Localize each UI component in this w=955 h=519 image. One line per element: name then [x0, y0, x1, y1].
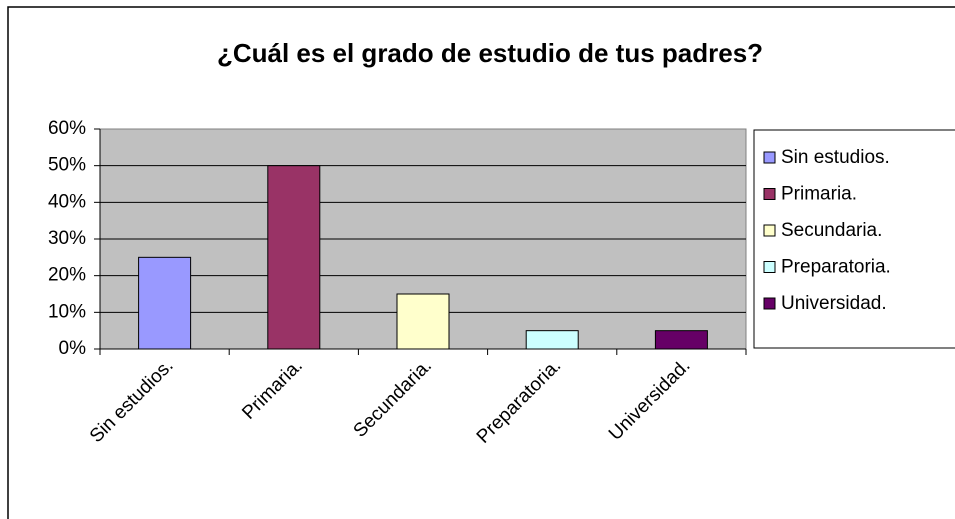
legend-label: Sin estudios. — [781, 147, 890, 168]
bar — [138, 256, 192, 350]
y-tick-label: 30% — [48, 228, 86, 249]
bar — [525, 330, 579, 350]
legend-swatch — [763, 224, 776, 237]
y-tick-label: 40% — [48, 191, 86, 212]
legend-swatch — [763, 188, 776, 200]
y-tick-label: 10% — [48, 301, 86, 322]
bar — [396, 293, 450, 350]
y-tick-label: 60% — [48, 118, 86, 139]
bar — [267, 165, 321, 350]
legend-label: Preparatoria. — [781, 257, 891, 278]
bar — [654, 330, 708, 350]
y-tick-label: 0% — [59, 338, 87, 359]
legend-label: Universidad. — [781, 293, 887, 314]
legend — [753, 129, 955, 349]
legend-swatch — [763, 151, 776, 164]
legend-label: Primaria. — [781, 184, 857, 205]
legend-label: Secundaria. — [781, 220, 882, 241]
legend-swatch — [763, 297, 776, 310]
y-tick-label: 20% — [48, 265, 86, 286]
y-tick-label: 50% — [48, 155, 86, 176]
legend-swatch — [763, 261, 776, 273]
chart-title: ¿Cuál es el grado de estudio de tus padr… — [217, 38, 763, 68]
